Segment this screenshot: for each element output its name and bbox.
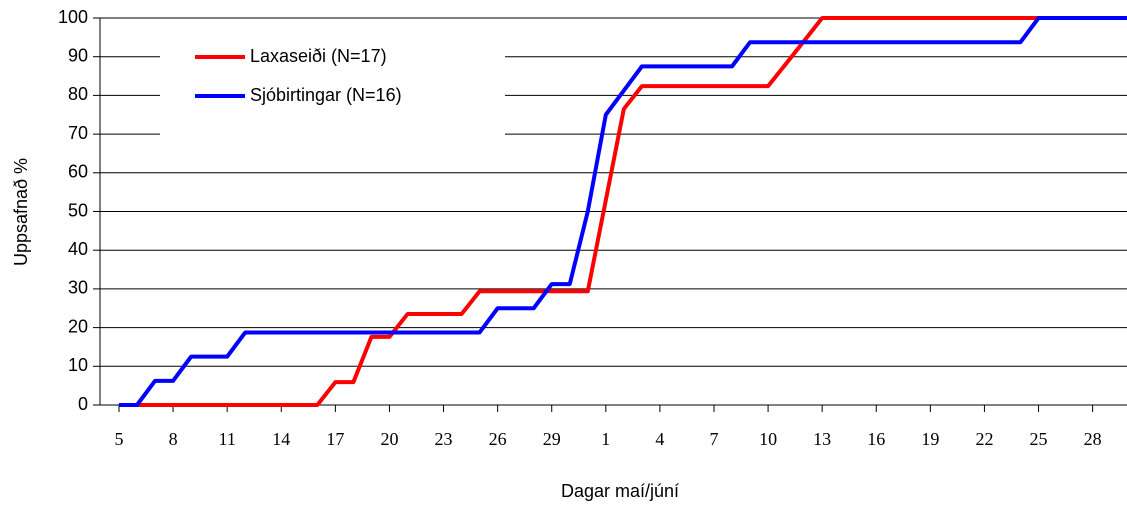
y-tick-label: 20 [68, 316, 88, 336]
x-tick-label: 7 [709, 429, 718, 449]
y-tick-label: 90 [68, 45, 88, 65]
legend-label: Sjóbirtingar (N=16) [250, 85, 402, 105]
y-tick-label: 30 [68, 278, 88, 298]
x-tick-label: 8 [169, 429, 178, 449]
y-tick-label: 0 [78, 394, 88, 414]
series-line [119, 16, 1127, 407]
x-tick-label: 10 [759, 429, 777, 449]
x-tick-label: 19 [921, 429, 939, 449]
x-tick-label: 14 [272, 429, 290, 449]
legend-box [160, 35, 505, 150]
x-tick-label: 13 [813, 429, 831, 449]
x-tick-label: 5 [115, 429, 124, 449]
x-tick-label: 25 [1030, 429, 1048, 449]
series-line [119, 16, 1127, 407]
y-tick-label: 60 [68, 162, 88, 182]
x-tick-label: 26 [489, 429, 507, 449]
y-axis-title: Uppsafnað % [11, 158, 31, 266]
y-tick-label: 40 [68, 239, 88, 259]
y-tick-label: 10 [68, 355, 88, 375]
x-tick-label: 16 [867, 429, 885, 449]
x-tick-label: 4 [655, 429, 664, 449]
y-tick-label: 100 [58, 7, 88, 27]
x-tick-label: 23 [435, 429, 453, 449]
x-axis-title: Dagar maí/júní [561, 481, 679, 501]
x-tick-label: 17 [326, 429, 344, 449]
x-tick-label: 29 [543, 429, 561, 449]
y-tick-label: 80 [68, 84, 88, 104]
y-tick-label: 70 [68, 123, 88, 143]
legend-label: Laxaseiði (N=17) [250, 46, 387, 66]
x-tick-label: 11 [219, 429, 236, 449]
y-tick-label: 50 [68, 200, 88, 220]
x-tick-label: 1 [601, 429, 610, 449]
x-tick-label: 20 [380, 429, 398, 449]
x-tick-label: 22 [975, 429, 993, 449]
x-tick-label: 28 [1084, 429, 1102, 449]
